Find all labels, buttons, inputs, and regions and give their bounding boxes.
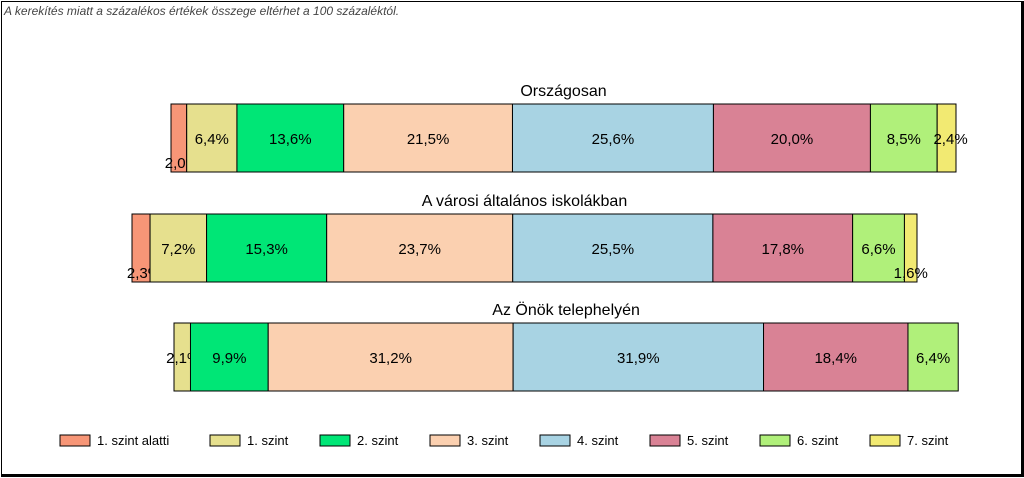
legend-label: 3. szint	[467, 433, 509, 448]
data-label: 8,5%	[887, 131, 921, 148]
data-label: 18,4%	[814, 350, 857, 367]
legend-label: 2. szint	[357, 433, 399, 448]
row-title: Országosan	[520, 83, 606, 100]
data-label: 31,9%	[617, 350, 660, 367]
legend-label: 6. szint	[797, 433, 839, 448]
data-label: 23,7%	[398, 241, 441, 258]
bar-segment	[869, 103, 938, 173]
legend-swatch	[429, 434, 461, 447]
legend-label: 1. szint	[247, 433, 289, 448]
bar-segment	[326, 213, 514, 283]
bar-segment	[267, 322, 514, 392]
bar-segment	[149, 213, 208, 283]
bar-segment	[186, 103, 238, 173]
data-label: 20,0%	[771, 131, 814, 148]
data-label: 31,2%	[369, 350, 412, 367]
row-title: A városi általános iskolákban	[422, 193, 627, 210]
bar-segment	[206, 213, 328, 283]
data-label: 1,6%	[894, 265, 928, 282]
data-label: 21,5%	[407, 131, 450, 148]
legend-label: 7. szint	[907, 433, 949, 448]
data-label: 7,2%	[161, 241, 195, 258]
data-label: 25,6%	[592, 131, 635, 148]
legend-swatch	[59, 434, 91, 447]
data-label: 2,4%	[933, 131, 967, 148]
data-label: 6,4%	[916, 350, 950, 367]
bar-segment	[512, 213, 714, 283]
bar-segment	[712, 213, 854, 283]
data-label: 15,3%	[245, 241, 288, 258]
bar-segment	[236, 103, 345, 173]
legend-label: 1. szint alatti	[97, 433, 169, 448]
bar-segment	[852, 213, 905, 283]
data-label: 6,6%	[861, 241, 895, 258]
legend-label: 4. szint	[577, 433, 619, 448]
legend-swatch	[209, 434, 241, 447]
bar-segment	[903, 213, 918, 283]
legend-swatch	[539, 434, 571, 447]
bar-segment	[512, 322, 765, 392]
legend-swatch	[869, 434, 901, 447]
bar-segment	[511, 103, 714, 173]
data-label: 17,8%	[761, 241, 804, 258]
data-label: 25,5%	[592, 241, 635, 258]
bar-segment	[936, 103, 957, 173]
data-label: 9,9%	[212, 350, 246, 367]
data-label: 6,4%	[195, 131, 229, 148]
bar-segment	[712, 103, 871, 173]
bar-segment	[763, 322, 909, 392]
rounding-note: A kerekítés miatt a százalékos értékek ö…	[4, 4, 400, 18]
data-label: 13,6%	[269, 131, 312, 148]
legend-swatch	[649, 434, 681, 447]
row-title: Az Önök telephelyén	[492, 301, 640, 319]
bar-segment	[907, 322, 959, 392]
legend-swatch	[759, 434, 791, 447]
bar-segment	[189, 322, 269, 392]
legend-label: 5. szint	[687, 433, 729, 448]
legend-swatch	[319, 434, 351, 447]
